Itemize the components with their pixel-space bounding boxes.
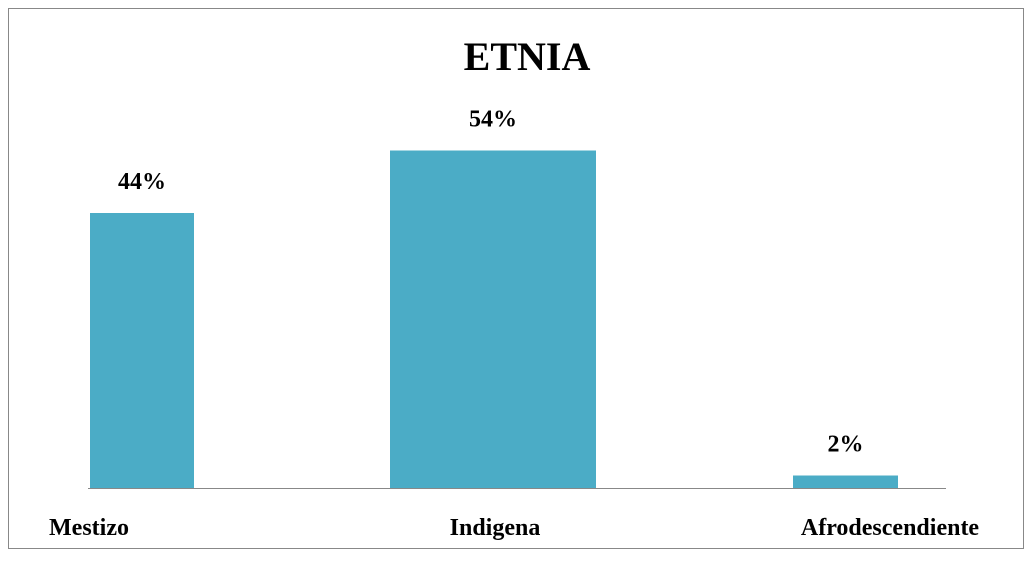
- x-tick-label: Indigena: [450, 515, 541, 541]
- value-label: 44%: [118, 169, 166, 195]
- bar: [90, 213, 194, 488]
- x-tick-label: Mestizo: [49, 515, 129, 541]
- chart-title: ETNIA: [464, 34, 591, 79]
- bar: [793, 475, 898, 488]
- value-label: 2%: [828, 432, 864, 458]
- x-tick-label: Afrodescendiente: [801, 515, 980, 541]
- value-label: 54%: [469, 107, 517, 133]
- bar: [390, 150, 596, 488]
